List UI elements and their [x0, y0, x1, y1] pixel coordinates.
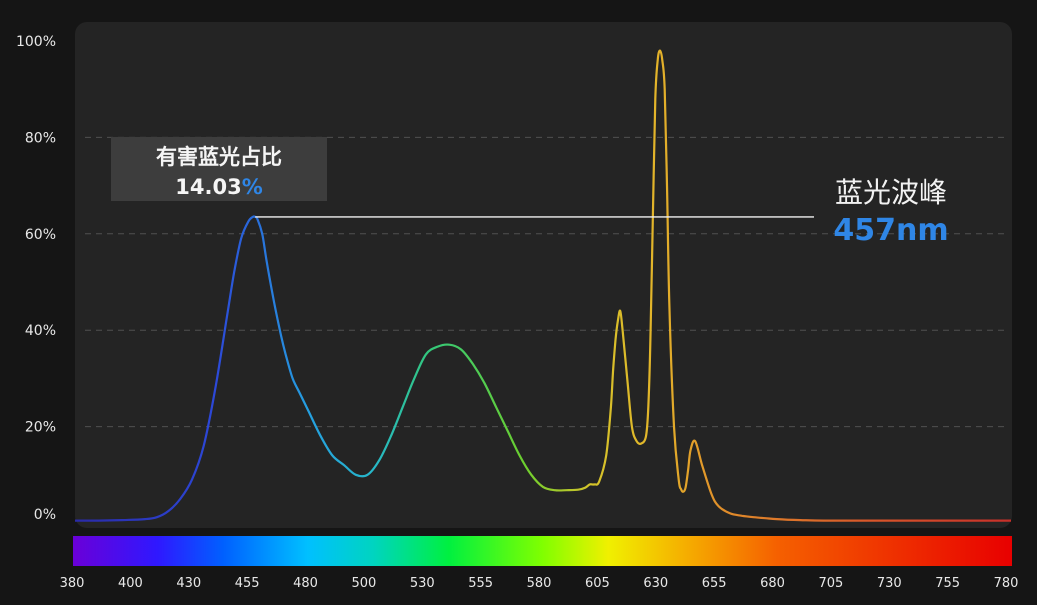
x-tick-label: 400: [118, 576, 143, 591]
x-tick-label: 380: [60, 576, 85, 591]
spectrum-line: [74, 49, 1011, 522]
x-tick-label: 555: [468, 576, 493, 591]
harmful-blue-label-box: [111, 137, 327, 201]
y-tick-label: 40%: [25, 323, 56, 339]
harmful-blue-number: 14.03: [175, 175, 241, 199]
y-tick-label: 20%: [25, 420, 56, 436]
harmful-blue-value: 14.03%: [175, 175, 262, 199]
y-tick-label: 80%: [25, 130, 56, 146]
harmful-blue-unit: %: [242, 175, 263, 199]
x-tick-label: 705: [818, 576, 843, 591]
x-tick-label: 430: [176, 576, 201, 591]
x-tick-label: 680: [760, 576, 785, 591]
x-axis-ticks: 380 400 430 455 480 500 530 555 580 605 630 655 680 7…: [60, 576, 1019, 591]
spectrum-color-bar: [73, 536, 1012, 566]
y-tick-label: 60%: [25, 227, 56, 243]
harmful-blue-label: 有害蓝光占比 14.03%: [111, 137, 327, 201]
y-tick-label: 100%: [16, 34, 56, 50]
x-tick-label: 780: [994, 576, 1019, 591]
x-tick-label: 500: [351, 576, 376, 591]
blue-peak-title: 蓝光波峰: [835, 176, 947, 209]
y-axis-ticks: 0% 20% 40% 60% 80% 100%: [16, 34, 56, 523]
x-tick-label: 730: [877, 576, 902, 591]
plot-panel: [75, 22, 1012, 528]
x-tick-label: 580: [527, 576, 552, 591]
x-tick-label: 755: [935, 576, 960, 591]
y-tick-label: 0%: [34, 507, 56, 523]
x-tick-label: 455: [235, 576, 260, 591]
blue-peak-value: 457nm: [833, 213, 948, 248]
x-tick-label: 480: [293, 576, 318, 591]
x-tick-label: 605: [585, 576, 610, 591]
x-tick-label: 630: [643, 576, 668, 591]
x-tick-label: 655: [702, 576, 727, 591]
x-tick-label: 530: [410, 576, 435, 591]
harmful-blue-title: 有害蓝光占比: [156, 145, 282, 169]
